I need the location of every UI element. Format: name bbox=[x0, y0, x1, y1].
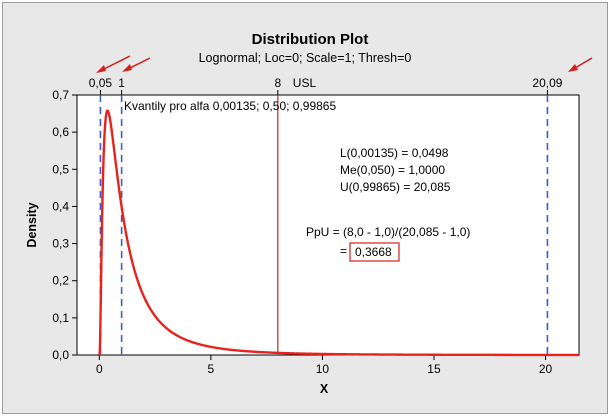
pointer-arrows bbox=[96, 55, 593, 73]
chart-subtitle: Lognormal; Loc=0; Scale=1; Thresh=0 bbox=[199, 51, 412, 65]
reference-line-label-3: 20,09 bbox=[532, 76, 562, 90]
arrow-head-2 bbox=[122, 64, 132, 72]
x-tick-label-0: 0 bbox=[96, 362, 103, 376]
arrow-head-1 bbox=[96, 65, 106, 73]
x-tick-label-4: 20 bbox=[539, 362, 553, 376]
x-axis: 0 5 10 15 20 bbox=[96, 355, 553, 376]
y-tick-label-7: 0,7 bbox=[52, 88, 69, 102]
usl-label: USL bbox=[293, 76, 317, 90]
upper-quantile-text: U(0,99865) = 20,085 bbox=[340, 180, 451, 194]
y-tick-label-6: 0,6 bbox=[52, 125, 69, 139]
reference-line-label-1: 1 bbox=[118, 76, 125, 90]
ppu-value-text: 0,3668 bbox=[355, 245, 392, 259]
ppu-formula-text: PpU = (8,0 - 1,0)/(20,085 - 1,0) bbox=[306, 225, 470, 239]
x-axis-title: X bbox=[320, 382, 329, 396]
median-text: Me(0,050) = 1,0000 bbox=[340, 163, 445, 177]
y-axis: 0,0 0,1 0,2 0,3 0,4 0,5 0,6 0,7 bbox=[52, 88, 77, 362]
reference-line-label-0: 0,05 bbox=[89, 76, 113, 90]
x-tick-label-3: 15 bbox=[427, 362, 441, 376]
y-tick-label-1: 0,1 bbox=[52, 311, 69, 325]
ppu-equals-text: = bbox=[340, 244, 347, 258]
ppu-value-box bbox=[349, 242, 400, 262]
reference-line-label-2: 8 bbox=[274, 76, 281, 90]
plot-area bbox=[76, 94, 580, 356]
y-axis-title: Density bbox=[25, 202, 39, 247]
chart-title: Distribution Plot bbox=[252, 31, 369, 48]
series-line-lognormal bbox=[98, 109, 579, 357]
y-tick-label-4: 0,4 bbox=[52, 199, 69, 213]
arrow-head-3 bbox=[568, 64, 578, 72]
y-tick-label-0: 0,0 bbox=[52, 348, 69, 362]
reference-line-labels: 0,05 1 8 USL 20,09 bbox=[89, 76, 563, 95]
y-tick-label-3: 0,3 bbox=[52, 237, 69, 251]
x-tick-label-2: 10 bbox=[316, 362, 330, 376]
x-tick-label-1: 5 bbox=[208, 362, 215, 376]
y-tick-label-5: 0,5 bbox=[52, 162, 69, 176]
y-tick-label-2: 0,2 bbox=[52, 274, 69, 288]
lower-quantile-text: L(0,00135) = 0,0498 bbox=[340, 146, 449, 160]
quantiles-header: Kvantily pro alfa 0,00135; 0,50; 0,99865 bbox=[124, 99, 336, 113]
